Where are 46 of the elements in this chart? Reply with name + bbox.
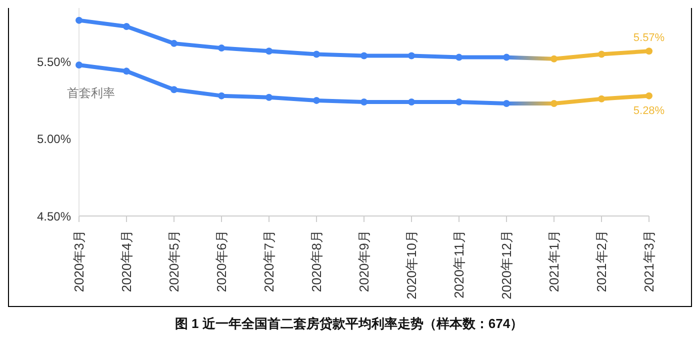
- point: [646, 48, 652, 55]
- point: [408, 98, 415, 106]
- y-tick-label: 4.50%: [36, 209, 72, 224]
- point: [646, 92, 652, 100]
- point: [170, 86, 178, 94]
- point: [408, 52, 415, 60]
- x-tick-label: 2020年5月: [166, 230, 182, 292]
- point: [218, 44, 225, 52]
- x-tick-label: 2020年12月: [499, 230, 514, 300]
- series-label: 首套利率: [67, 86, 115, 100]
- point: [76, 16, 82, 24]
- point: [123, 22, 130, 30]
- x-tick-label: 2020年3月: [72, 230, 86, 292]
- point: [170, 40, 178, 47]
- point: [218, 92, 225, 100]
- point: [76, 62, 82, 69]
- point: [266, 48, 272, 55]
- y-tick-label: 5.00%: [36, 132, 72, 146]
- x-tick-label: 2021年3月: [642, 230, 656, 292]
- x-tick-label: 2020年10月: [404, 230, 419, 300]
- point: [456, 98, 462, 106]
- x-tick-label: 2020年7月: [262, 230, 276, 292]
- point: [313, 50, 320, 58]
- x-tick-label: 2020年9月: [356, 230, 372, 292]
- point: [313, 96, 320, 104]
- point: [598, 50, 605, 58]
- point: [360, 98, 368, 106]
- point: [123, 68, 130, 75]
- x-tick-label: 2021年2月: [594, 230, 609, 292]
- x-tick-label: 2020年8月: [309, 230, 324, 292]
- x-tick-label: 2020年11月: [452, 230, 466, 298]
- x-tick-label: 2020年4月: [119, 230, 134, 292]
- y-tick-label: 5.50%: [36, 55, 72, 70]
- point: [550, 55, 558, 62]
- text: 图 1 近一年全国首二套房贷款平均利率走势（样本数：674）: [174, 315, 524, 333]
- point: [503, 54, 510, 61]
- point: [456, 54, 462, 61]
- point: [550, 100, 558, 108]
- point: [503, 100, 510, 108]
- point: [598, 95, 605, 102]
- x-tick-label: 2021年1月: [546, 230, 562, 292]
- data-label: 5.28%: [633, 104, 665, 117]
- data-label: 5.57%: [633, 32, 665, 44]
- x-tick-label: 2020年6月: [214, 230, 229, 292]
- point: [360, 52, 368, 60]
- point: [266, 94, 272, 101]
